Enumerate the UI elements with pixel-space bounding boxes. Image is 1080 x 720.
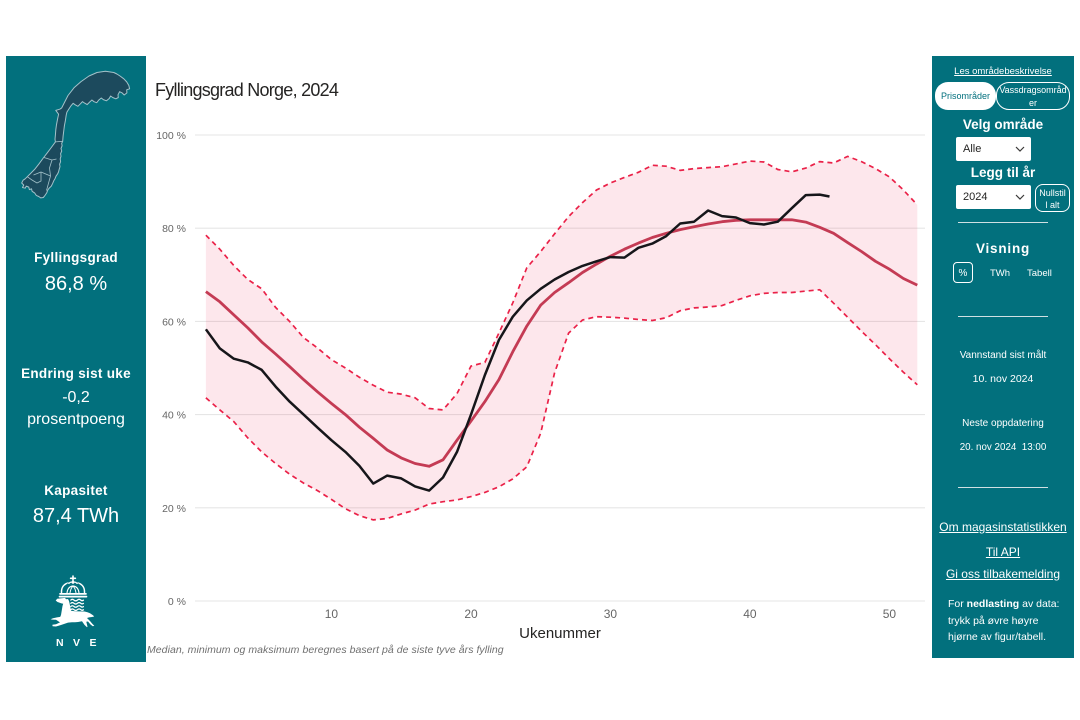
svg-text:80 %: 80 % [162,223,186,235]
svg-text:50: 50 [883,607,897,621]
svg-text:100 %: 100 % [156,130,186,142]
svg-text:10: 10 [325,607,339,621]
svg-text:Ukenummer: Ukenummer [519,625,601,642]
svg-text:20 %: 20 % [162,503,186,515]
svg-text:0 %: 0 % [168,596,186,608]
svg-text:40: 40 [743,607,757,621]
svg-text:20: 20 [464,607,478,621]
svg-text:30: 30 [604,607,618,621]
svg-text:40 %: 40 % [162,410,186,422]
svg-text:60 %: 60 % [162,316,186,328]
